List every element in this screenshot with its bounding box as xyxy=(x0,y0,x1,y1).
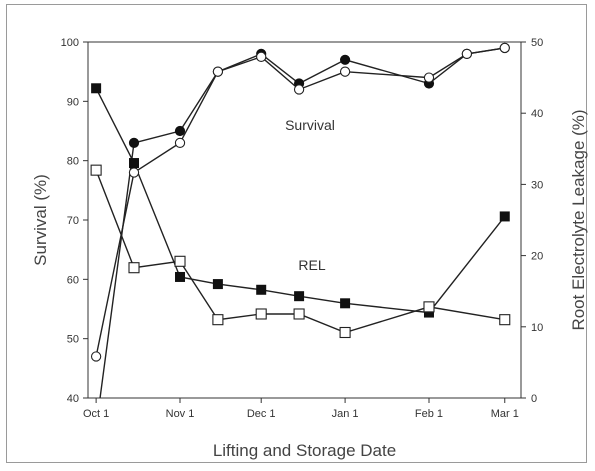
point-open-square xyxy=(293,308,305,320)
point-open-circle xyxy=(499,42,510,54)
annotation-rel: REL xyxy=(298,257,325,273)
y-left-tick-label: 50 xyxy=(67,334,79,346)
point-open-circle xyxy=(293,84,305,95)
point-filled-square xyxy=(256,284,267,295)
figure-frame xyxy=(6,4,587,463)
series-line-open-circle xyxy=(95,47,505,357)
x-tick-label: Oct 1 xyxy=(83,408,109,420)
point-open-square xyxy=(255,308,267,320)
point-filled-square xyxy=(294,291,305,302)
y-right-axis-title: Root Electrolyte Leakage (%) xyxy=(569,109,588,330)
point-filled-square xyxy=(175,271,186,282)
point-filled-square xyxy=(91,83,102,94)
y-left-tick-label: 70 xyxy=(67,215,79,227)
y-right-tick-label: 30 xyxy=(531,179,543,191)
y-right-tick-label: 50 xyxy=(531,37,543,49)
point-open-circle xyxy=(461,48,473,60)
y-left-tick-label: 60 xyxy=(67,274,79,286)
y-left-tick-label: 100 xyxy=(61,37,79,49)
point-filled-square xyxy=(499,211,510,222)
point-open-circle xyxy=(256,51,267,62)
y-right-tick-label: 0 xyxy=(531,393,537,405)
x-tick-label: Dec 1 xyxy=(247,408,276,420)
point-filled-circle xyxy=(128,137,140,148)
y-right-tick-label: 40 xyxy=(531,108,543,120)
y-left-tick-label: 40 xyxy=(67,393,79,405)
x-tick-label: Nov 1 xyxy=(166,408,195,420)
x-tick-label: Feb 1 xyxy=(415,408,443,420)
y-right-tick-label: 10 xyxy=(531,322,543,334)
point-open-square xyxy=(499,314,511,326)
point-open-circle xyxy=(212,66,224,77)
point-filled-circle xyxy=(339,54,351,65)
point-filled-circle xyxy=(174,125,186,137)
plot-box xyxy=(87,41,522,399)
point-open-circle xyxy=(423,72,435,83)
point-filled-square xyxy=(129,158,140,169)
point-open-square xyxy=(174,255,186,267)
point-open-square xyxy=(212,314,224,326)
x-axis-title: Lifting and Storage Date xyxy=(213,441,396,460)
y-right-tick-label: 20 xyxy=(531,251,543,263)
marker-layer xyxy=(90,42,511,362)
point-open-circle xyxy=(90,351,102,362)
point-open-circle xyxy=(339,66,351,77)
point-open-circle xyxy=(128,167,140,178)
point-open-square xyxy=(90,164,102,176)
point-filled-square xyxy=(340,298,351,309)
y-left-tick-label: 80 xyxy=(67,156,79,168)
point-open-square xyxy=(128,262,140,274)
y-left-tick-label: 90 xyxy=(67,96,79,108)
point-open-square xyxy=(423,301,435,313)
x-tick-label: Mar 1 xyxy=(491,408,519,420)
point-open-circle xyxy=(174,137,186,149)
y-left-axis-title: Survival (%) xyxy=(31,174,50,266)
point-open-square xyxy=(339,326,351,339)
annotation-survival: Survival xyxy=(285,117,335,133)
series-line-open-square xyxy=(95,169,505,334)
data-layer xyxy=(95,47,506,398)
x-tick-label: Jan 1 xyxy=(332,408,359,420)
point-filled-square xyxy=(212,279,223,290)
series-line-filled-circle xyxy=(99,47,505,398)
